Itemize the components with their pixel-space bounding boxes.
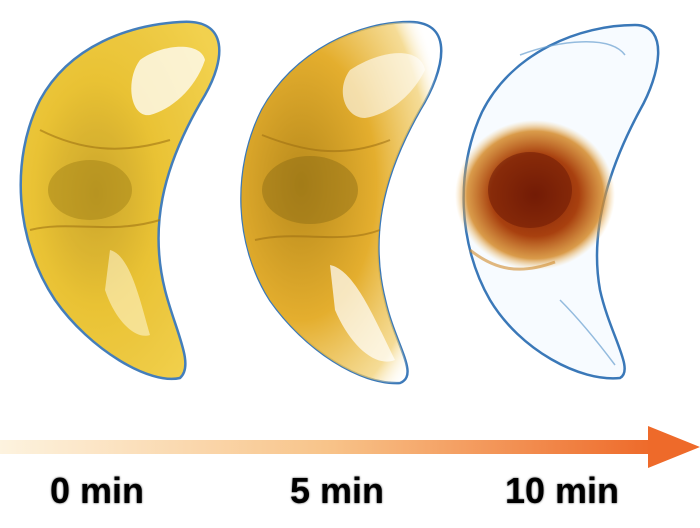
- time-label-10-min: 10 min: [505, 470, 620, 511]
- time-label-5-min: 5 min: [290, 470, 385, 511]
- cell-5-min: [240, 20, 443, 385]
- time-arrow: [0, 426, 700, 468]
- cell-10-min: [455, 23, 660, 380]
- cell-0-min: [19, 20, 221, 381]
- time-label-0-min: 0 min: [50, 470, 145, 511]
